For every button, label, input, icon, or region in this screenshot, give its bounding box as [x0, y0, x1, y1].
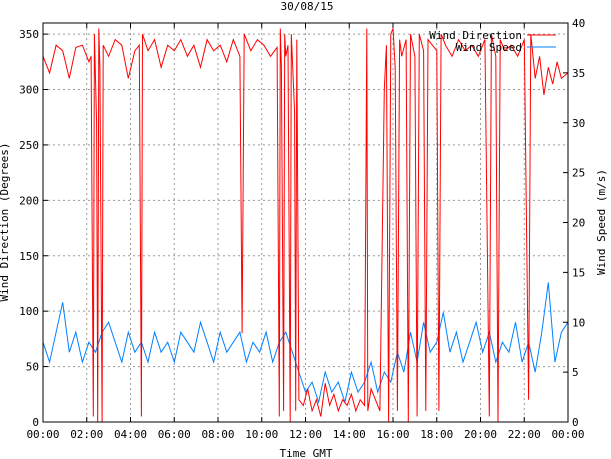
y-axis-left: 0 50 100 150 200 250 300 350 [19, 28, 48, 429]
x-tick-label: 04:00 [114, 428, 147, 441]
x-tick-label: 00:00 [26, 428, 59, 441]
y-axis-right: 0 5 10 15 20 25 30 35 40 [563, 17, 585, 429]
y-right-tick-label: 15 [572, 266, 585, 279]
y-left-tick-label: 250 [19, 139, 39, 152]
series-line-wind-direction [42, 28, 569, 423]
x-tick-label: 14:00 [333, 428, 366, 441]
y-right-tick-label: 35 [572, 67, 585, 80]
x-tick-label: 16:00 [376, 428, 409, 441]
x-axis-label: Time GMT [280, 447, 333, 459]
x-tick-label: 06:00 [158, 428, 191, 441]
y-axis-left-label: Wind Direction (Degrees) [0, 143, 11, 302]
x-tick-label: 10:00 [245, 428, 278, 441]
y-axis-right-label: Wind Speed (m/s) [595, 169, 608, 275]
y-right-tick-label: 0 [572, 416, 579, 429]
series-line-wind-speed [42, 282, 569, 405]
y-right-tick-label: 20 [572, 217, 585, 230]
y-left-tick-label: 350 [19, 28, 39, 41]
x-tick-label: 00:00 [551, 428, 584, 441]
y-right-tick-label: 25 [572, 167, 585, 180]
x-tick-label: 08:00 [201, 428, 234, 441]
y-right-tick-label: 40 [572, 17, 585, 30]
y-left-tick-label: 50 [26, 361, 39, 374]
x-tick-label: 20:00 [464, 428, 497, 441]
grid-lines [43, 23, 568, 422]
y-left-tick-label: 300 [19, 84, 39, 97]
x-tick-label: 18:00 [420, 428, 453, 441]
y-left-tick-label: 0 [32, 416, 39, 429]
y-right-tick-label: 30 [572, 117, 585, 130]
y-left-tick-label: 150 [19, 250, 39, 263]
x-tick-label: 22:00 [508, 428, 541, 441]
legend-label-wind-direction: Wind Direction [429, 29, 522, 42]
y-right-tick-label: 5 [572, 366, 579, 379]
series-layer [42, 28, 569, 423]
x-tick-label: 12:00 [289, 428, 322, 441]
legend-label-wind-speed: Wind Speed [456, 41, 522, 54]
x-axis: 00:00 02:00 04:00 06:00 08:00 10:00 12:00 14:00… [26, 23, 585, 441]
x-tick-label: 02:00 [70, 428, 103, 441]
y-right-tick-label: 10 [572, 316, 585, 329]
chart-title: 30/08/15 [281, 0, 334, 13]
y-left-tick-label: 100 [19, 305, 39, 318]
y-left-tick-label: 200 [19, 194, 39, 207]
